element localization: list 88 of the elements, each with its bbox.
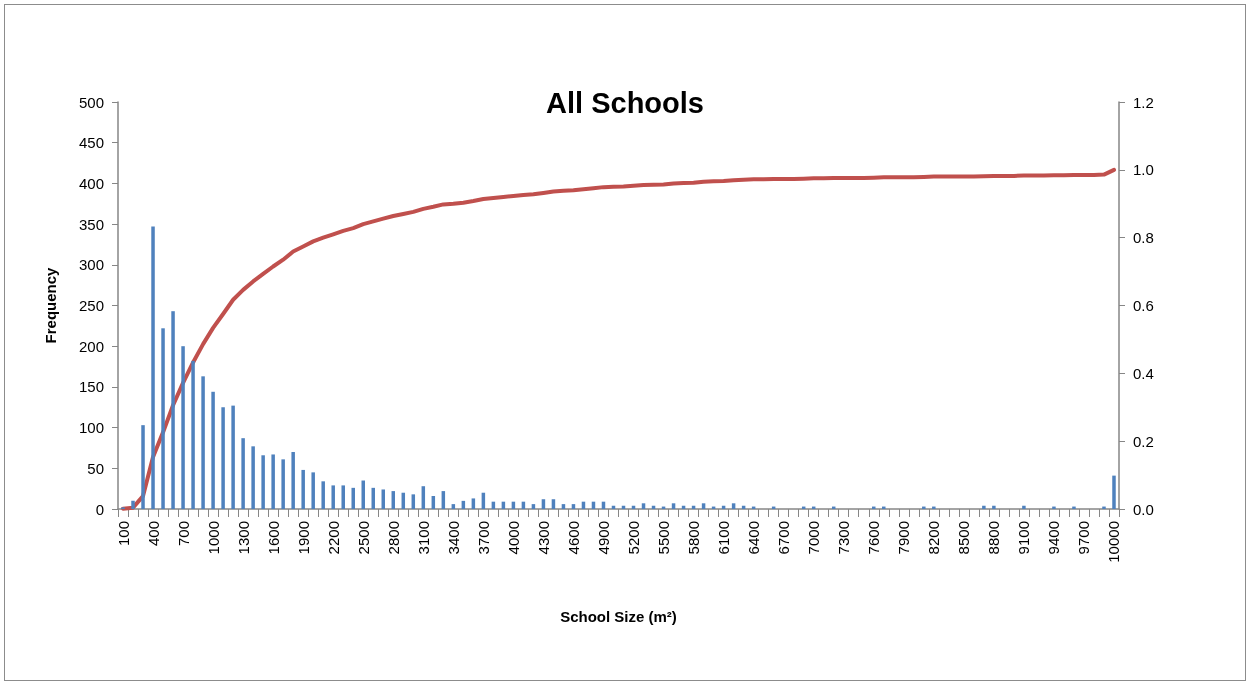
x-axis-title: School Size (m²): [560, 608, 677, 625]
x-tick-label: 7300: [835, 521, 853, 555]
bar: [671, 503, 676, 509]
x-tick-label: 5500: [655, 521, 673, 555]
y-tick-label: 150: [78, 378, 104, 396]
x-tick-label: 9700: [1075, 521, 1093, 555]
y2-tick-label: 0.0: [1133, 500, 1154, 518]
bar: [992, 505, 996, 509]
x-tick-label: 4300: [534, 521, 552, 555]
x-tick-label: 2500: [354, 521, 372, 555]
x-tick-label: 1900: [294, 521, 312, 555]
x-tick-label: 5800: [685, 521, 703, 555]
x-tick-label: 1300: [234, 521, 252, 555]
bar: [701, 503, 706, 509]
y2-tick-label: 0.8: [1133, 229, 1154, 247]
x-tick-label: 7000: [805, 521, 823, 555]
x-tick-label: 3400: [444, 521, 462, 555]
bar: [141, 425, 145, 509]
x-tick-label: 100: [114, 521, 132, 547]
y2-tick-label: 0.2: [1133, 432, 1154, 450]
bar: [271, 454, 275, 509]
bar: [161, 328, 165, 509]
y2-tick-label: 0.6: [1133, 297, 1154, 314]
bar: [291, 452, 295, 509]
y2-tick-label: 1.2: [1133, 93, 1154, 111]
x-tick-label: 6400: [745, 521, 763, 555]
x-tick-label: 2800: [384, 521, 402, 555]
bar: [281, 459, 285, 509]
bar: [1022, 505, 1026, 509]
x-tick-label: 7900: [895, 521, 913, 555]
bar: [171, 311, 175, 509]
y-tick-label: 350: [78, 215, 104, 233]
y-tick-label: 400: [78, 174, 104, 192]
chart-title: All Schools: [546, 86, 704, 119]
x-tick-label: 700: [174, 521, 192, 547]
x-tick-label: 3100: [414, 521, 432, 555]
bar: [301, 469, 305, 509]
bar: [181, 346, 185, 509]
bar: [731, 503, 736, 509]
bar: [251, 446, 255, 509]
x-tick-label: 9100: [1015, 521, 1033, 555]
x-tick-label: 10000: [1105, 521, 1123, 563]
x-tick-label: 1000: [204, 521, 222, 555]
x-tick-label: 8200: [925, 521, 943, 555]
y2-tick-label: 1.0: [1133, 161, 1154, 179]
x-tick-label: 400: [144, 521, 162, 547]
y-tick-label: 100: [78, 419, 104, 437]
y-tick-label: 300: [78, 256, 104, 274]
bar: [311, 472, 315, 509]
bar: [241, 438, 245, 509]
bar: [151, 226, 155, 509]
bar: [261, 455, 265, 509]
bar: [641, 503, 646, 509]
line-series: [121, 167, 1116, 511]
bar: [1112, 475, 1116, 509]
bar: [351, 487, 355, 509]
x-tick-label: 2200: [324, 521, 342, 555]
x-tick-label: 4600: [564, 521, 582, 555]
x-tick-label: 8500: [955, 521, 973, 555]
bar: [321, 481, 325, 509]
x-tick-label: 1600: [264, 521, 282, 555]
x-tick-label: 5200: [625, 521, 643, 555]
y-tick-label: 500: [78, 93, 104, 111]
x-tick-label: 6100: [715, 521, 733, 555]
x-tick-label: 9400: [1045, 521, 1063, 555]
x-tick-label: 4900: [594, 521, 612, 555]
x-tick-label: 7600: [865, 521, 883, 555]
x-tick-label: 4000: [504, 521, 522, 555]
bar: [131, 500, 135, 509]
y-tick-label: 450: [78, 134, 104, 152]
bar: [361, 480, 365, 509]
bar: [191, 360, 195, 509]
y-axis-title: Frequency: [42, 266, 59, 344]
y2-tick-label: 0.4: [1133, 364, 1154, 382]
bar: [221, 407, 225, 509]
bar: [982, 505, 986, 509]
bar: [341, 485, 345, 509]
bar: [331, 485, 335, 509]
x-tick-label: 6700: [775, 521, 793, 555]
y-tick-label: 200: [78, 337, 104, 355]
bar: [231, 405, 235, 509]
bar: [201, 376, 205, 509]
y-tick-label: 50: [87, 459, 104, 477]
y-tick-label: 0: [95, 500, 104, 518]
x-tick-label: 8800: [985, 521, 1003, 555]
bar: [211, 391, 215, 509]
x-tick-label: 3700: [474, 521, 492, 555]
y-tick-label: 250: [78, 297, 104, 314]
